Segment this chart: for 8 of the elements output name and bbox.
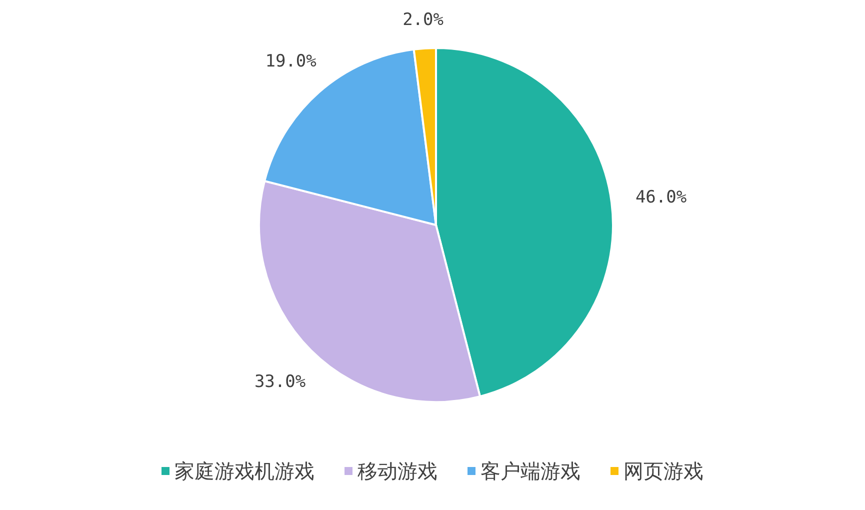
data-label: 19.0% bbox=[265, 51, 316, 72]
data-label: 46.0% bbox=[635, 188, 687, 208]
legend-label: 网页游戏 bbox=[624, 459, 704, 483]
legend-label: 客户端游戏 bbox=[480, 459, 580, 483]
legend-label: 移动游戏 bbox=[358, 459, 438, 483]
legend-label: 家庭游戏机游戏 bbox=[174, 459, 314, 483]
data-label: 2.0% bbox=[402, 10, 444, 30]
data-label: 33.0% bbox=[254, 372, 306, 392]
